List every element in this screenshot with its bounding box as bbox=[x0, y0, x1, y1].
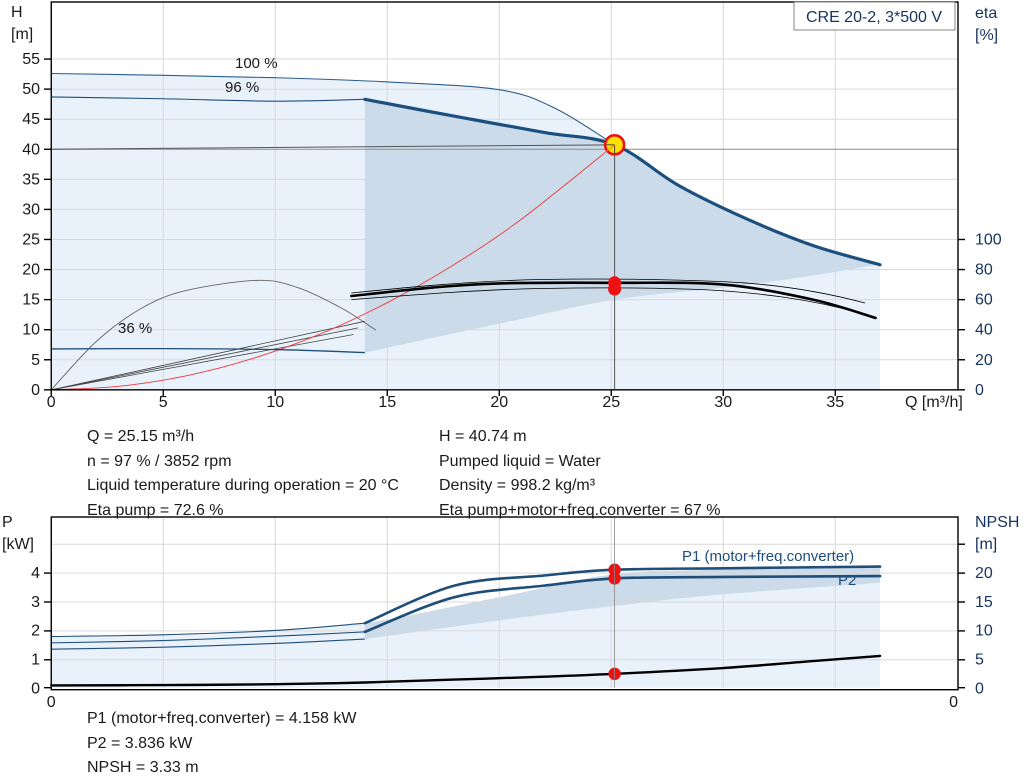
svg-text:4: 4 bbox=[31, 565, 40, 582]
svg-text:55: 55 bbox=[22, 51, 40, 68]
svg-text:[%]: [%] bbox=[975, 27, 998, 44]
svg-text:[m]: [m] bbox=[975, 536, 997, 553]
svg-text:100 %: 100 % bbox=[235, 55, 278, 72]
svg-text:35: 35 bbox=[22, 171, 40, 188]
svg-text:80: 80 bbox=[975, 262, 993, 279]
svg-text:50: 50 bbox=[22, 81, 40, 98]
svg-text:[m]: [m] bbox=[11, 26, 33, 43]
svg-text:CRE 20-2, 3*500 V: CRE 20-2, 3*500 V bbox=[806, 9, 942, 26]
svg-text:5: 5 bbox=[31, 352, 40, 369]
svg-text:25: 25 bbox=[22, 232, 40, 249]
svg-text:100: 100 bbox=[975, 232, 1002, 249]
svg-text:36 %: 36 % bbox=[118, 320, 152, 337]
svg-text:P1 (motor+freq.converter): P1 (motor+freq.converter) bbox=[682, 548, 854, 565]
svg-text:20: 20 bbox=[22, 262, 40, 279]
svg-text:60: 60 bbox=[975, 292, 993, 309]
svg-text:20: 20 bbox=[975, 565, 993, 582]
svg-text:40: 40 bbox=[22, 141, 40, 158]
svg-text:3: 3 bbox=[31, 594, 40, 611]
svg-text:0: 0 bbox=[949, 694, 958, 711]
svg-text:20: 20 bbox=[975, 352, 993, 369]
svg-text:eta: eta bbox=[975, 5, 997, 22]
svg-text:10: 10 bbox=[22, 322, 40, 339]
svg-text:1: 1 bbox=[31, 652, 40, 669]
svg-text:P: P bbox=[2, 515, 13, 531]
svg-text:0: 0 bbox=[975, 382, 984, 399]
svg-text:H: H bbox=[11, 4, 23, 21]
svg-text:15: 15 bbox=[22, 292, 40, 309]
svg-text:5: 5 bbox=[975, 652, 984, 669]
svg-text:45: 45 bbox=[22, 111, 40, 128]
svg-text:10: 10 bbox=[975, 623, 993, 640]
svg-text:0: 0 bbox=[47, 694, 56, 711]
svg-text:15: 15 bbox=[975, 594, 993, 611]
svg-text:P2: P2 bbox=[838, 572, 856, 589]
svg-text:30: 30 bbox=[22, 201, 40, 218]
svg-text:0: 0 bbox=[31, 382, 40, 399]
svg-text:NPSH: NPSH bbox=[975, 515, 1019, 531]
svg-text:96 %: 96 % bbox=[225, 79, 259, 96]
svg-text:2: 2 bbox=[31, 623, 40, 640]
svg-text:40: 40 bbox=[975, 322, 993, 339]
svg-text:[kW]: [kW] bbox=[2, 536, 34, 553]
